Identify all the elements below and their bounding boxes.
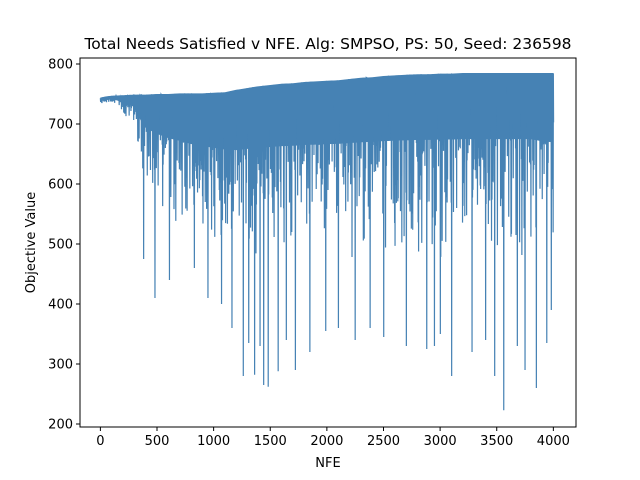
y-tick-label: 500: [48, 238, 73, 253]
y-tick-label: 700: [48, 118, 73, 133]
x-tick-label: 2500: [367, 434, 400, 449]
y-tick-label: 400: [48, 298, 73, 313]
x-axis-label: NFE: [315, 456, 340, 471]
x-tick-label: 4000: [537, 434, 570, 449]
x-tick-label: 500: [145, 434, 170, 449]
x-tick-label: 0: [96, 434, 104, 449]
x-tick-label: 3000: [424, 434, 457, 449]
y-axis: 200 300 400 500 600 700 800: [48, 58, 80, 433]
y-axis-label: Objective Value: [24, 192, 39, 293]
y-tick-label: 200: [48, 418, 73, 433]
x-tick-label: 2000: [310, 434, 343, 449]
y-tick-label: 800: [48, 58, 73, 73]
x-tick-label: 3500: [480, 434, 513, 449]
x-tick-label: 1500: [254, 434, 287, 449]
x-axis: 0 500 1000 1500 2000 2500 3000 3500 4000: [96, 427, 570, 449]
x-tick-label: 1000: [197, 434, 230, 449]
chart-title: Total Needs Satisfied v NFE. Alg: SMPSO,…: [83, 35, 571, 53]
axes-frame: [79, 57, 577, 428]
objective-value-series-line: [99, 72, 555, 411]
y-tick-label: 300: [48, 358, 73, 373]
y-tick-label: 600: [48, 178, 73, 193]
